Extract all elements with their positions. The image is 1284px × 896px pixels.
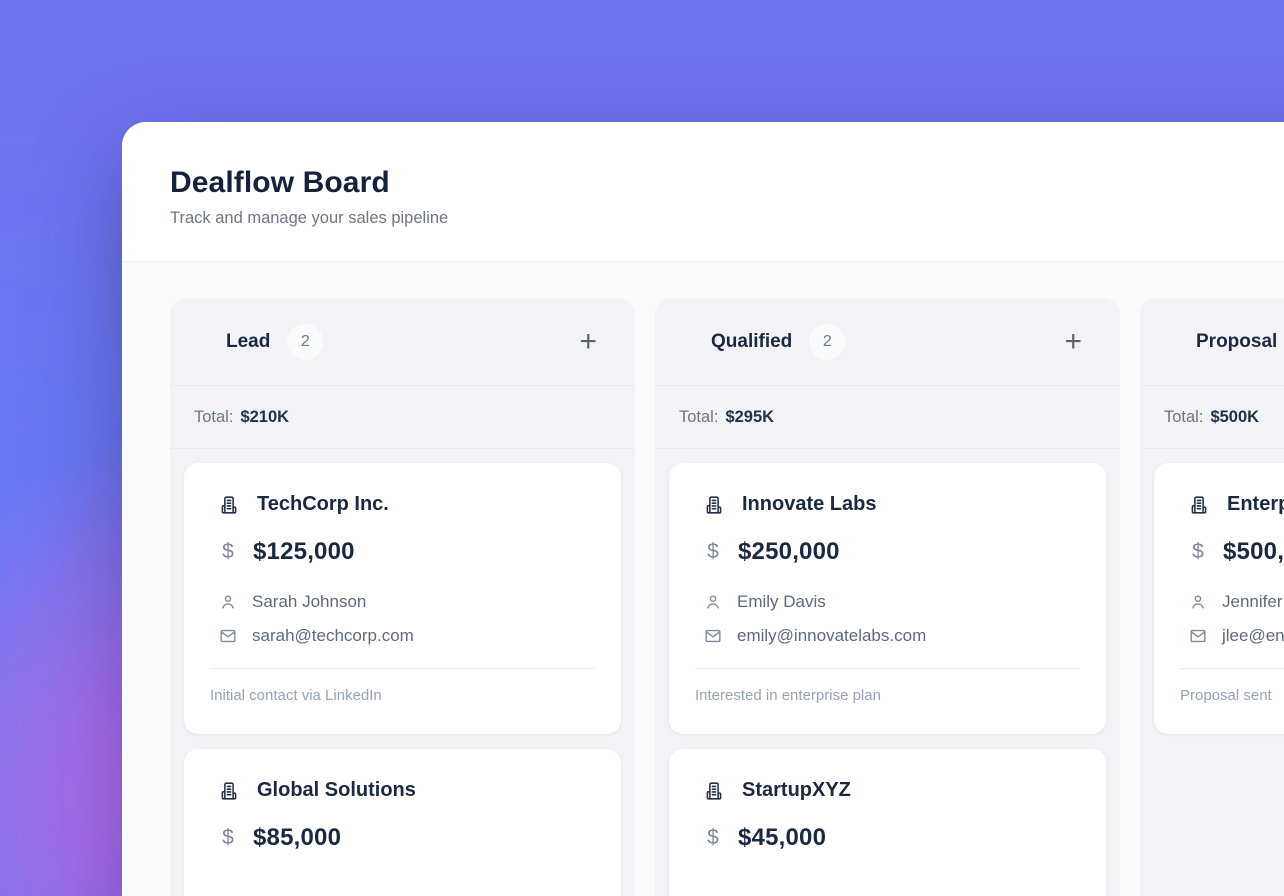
contact-row: Emily Davis: [703, 592, 1080, 612]
building-icon: [706, 781, 722, 800]
contact-name: Emily Davis: [737, 592, 826, 611]
card-divider: [210, 668, 595, 669]
pipeline-column-lead: Lead 2 + Total: $210K TechCorp Inc. $ $125,000 S…: [170, 298, 635, 896]
contact-row: Sarah Johnson: [218, 592, 595, 612]
cards-list: TechCorp Inc. $ $125,000 Sarah Johnson sarah…: [170, 449, 635, 896]
building-icon: [221, 781, 237, 800]
company-name: Enterprise Co: [1227, 493, 1284, 515]
deal-value: $125,000: [253, 538, 355, 565]
total-label: Total:: [679, 407, 719, 426]
total-value: $295K: [725, 407, 775, 426]
dollar-icon: $: [222, 826, 234, 849]
page-title: Dealflow Board: [170, 166, 390, 199]
deal-card[interactable]: Innovate Labs $ $250,000 Emily Davis emily@i…: [669, 463, 1106, 734]
contact-email: emily@innovatelabs.com: [737, 626, 927, 645]
column-count-badge: 2: [287, 323, 324, 360]
email-row: jlee@enterprise.com: [1188, 626, 1284, 646]
building-icon: [706, 495, 722, 514]
total-value: $500K: [1210, 407, 1260, 426]
column-header: Lead 2 +: [170, 298, 635, 386]
deal-value-row: $ $125,000: [218, 538, 595, 566]
deal-value-row: $ $45,000: [703, 824, 1080, 852]
deal-card[interactable]: Global Solutions $ $85,000: [184, 749, 621, 896]
person-icon: [222, 595, 234, 609]
pipeline-board: Lead 2 + Total: $210K TechCorp Inc. $ $125,000 S…: [122, 261, 1284, 896]
dollar-icon: $: [707, 540, 719, 563]
pipeline-column-proposal: Proposal+ Total: $500K Enterprise Co $ $500,0…: [1140, 298, 1284, 896]
company-name: Global Solutions: [257, 779, 416, 801]
deal-value: $45,000: [738, 824, 827, 851]
column-count-badge: 2: [809, 323, 846, 360]
cards-list: Innovate Labs $ $250,000 Emily Davis emily@i…: [655, 449, 1120, 896]
contact-row: Jennifer Lee: [1188, 592, 1284, 612]
card-divider: [695, 668, 1080, 669]
email-row: emily@innovatelabs.com: [703, 626, 1080, 646]
company-row: StartupXYZ: [703, 779, 1080, 802]
building-icon: [1191, 495, 1207, 514]
column-total: Total: $210K: [170, 386, 635, 449]
column-total: Total: $500K: [1140, 386, 1284, 449]
deal-value-row: $ $500,000: [1188, 538, 1284, 566]
deal-value-row: $ $85,000: [218, 824, 595, 852]
contact-email: sarah@techcorp.com: [252, 626, 414, 645]
company-row: Enterprise Co: [1188, 493, 1284, 516]
contact-name: Jennifer Lee: [1222, 592, 1284, 611]
page-subtitle: Track and manage your sales pipeline: [170, 209, 449, 227]
contact-name: Sarah Johnson: [252, 592, 367, 611]
deal-note: Proposal sent: [1180, 687, 1272, 704]
company-row: TechCorp Inc.: [218, 493, 595, 516]
add-deal-button[interactable]: +: [1064, 324, 1082, 358]
company-name: Innovate Labs: [742, 493, 877, 515]
column-header: Qualified 2 +: [655, 298, 1120, 386]
column-title: Proposal: [1196, 330, 1278, 352]
mail-icon: [220, 629, 236, 643]
deal-value: $250,000: [738, 538, 840, 565]
deal-note: Initial contact via LinkedIn: [210, 687, 382, 704]
total-label: Total:: [194, 407, 234, 426]
dollar-icon: $: [1192, 540, 1204, 563]
person-icon: [707, 595, 719, 609]
column-header: Proposal+: [1140, 298, 1284, 386]
deal-value: $500,000: [1223, 538, 1284, 565]
dollar-icon: $: [707, 826, 719, 849]
company-row: Global Solutions: [218, 779, 595, 802]
cards-list: Enterprise Co $ $500,000 Jennifer Lee jlee@e…: [1140, 449, 1284, 748]
add-deal-button[interactable]: +: [579, 324, 597, 358]
dollar-icon: $: [222, 540, 234, 563]
person-icon: [1192, 595, 1204, 609]
deal-note: Interested in enterprise plan: [695, 687, 881, 704]
column-title: Qualified: [711, 330, 793, 352]
company-name: TechCorp Inc.: [257, 493, 389, 515]
mail-icon: [1190, 629, 1206, 643]
deal-card[interactable]: StartupXYZ $ $45,000: [669, 749, 1106, 896]
company-name: StartupXYZ: [742, 779, 851, 801]
mail-icon: [705, 629, 721, 643]
pipeline-column-qualified: Qualified 2 + Total: $295K Innovate Labs $ $250…: [655, 298, 1120, 896]
total-label: Total:: [1164, 407, 1204, 426]
building-icon: [221, 495, 237, 514]
app-panel: Dealflow Board Track and manage your sal…: [122, 122, 1284, 896]
deal-value-row: $ $250,000: [703, 538, 1080, 566]
card-divider: [1180, 668, 1284, 669]
contact-email: jlee@enterprise.com: [1222, 626, 1284, 645]
deal-card[interactable]: Enterprise Co $ $500,000 Jennifer Lee jlee@e…: [1154, 463, 1284, 734]
email-row: sarah@techcorp.com: [218, 626, 595, 646]
total-value: $210K: [240, 407, 290, 426]
column-title: Lead: [226, 330, 271, 352]
deal-value: $85,000: [253, 824, 342, 851]
deal-card[interactable]: TechCorp Inc. $ $125,000 Sarah Johnson sarah…: [184, 463, 621, 734]
board-header: Dealflow Board Track and manage your sal…: [122, 122, 1284, 228]
company-row: Innovate Labs: [703, 493, 1080, 516]
column-total: Total: $295K: [655, 386, 1120, 449]
